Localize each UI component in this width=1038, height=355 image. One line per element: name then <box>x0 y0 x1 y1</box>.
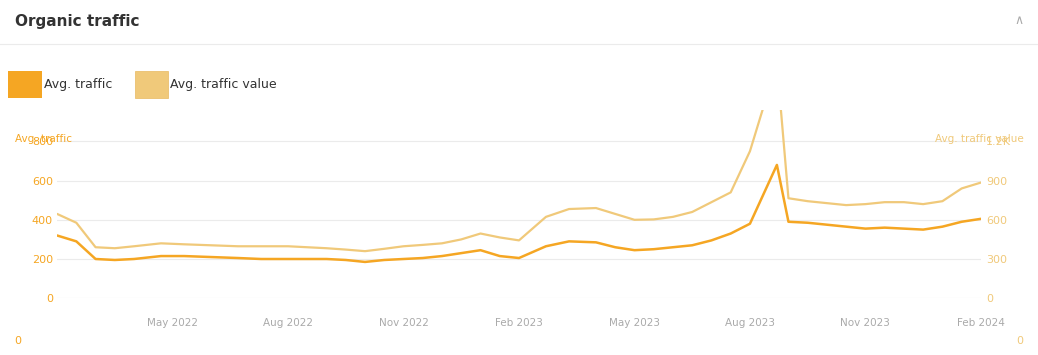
Text: Avg. traffic value: Avg. traffic value <box>934 134 1023 144</box>
Text: 0: 0 <box>1016 336 1023 346</box>
Text: Avg. traffic: Avg. traffic <box>15 134 72 144</box>
Text: ∧: ∧ <box>1014 14 1023 27</box>
Text: Avg. traffic: Avg. traffic <box>44 78 112 91</box>
Text: ✓: ✓ <box>21 79 29 89</box>
Text: Organic traffic: Organic traffic <box>15 14 139 29</box>
Text: ✓: ✓ <box>147 79 156 89</box>
Text: Avg. traffic value: Avg. traffic value <box>170 78 277 91</box>
Text: 0: 0 <box>15 336 22 346</box>
